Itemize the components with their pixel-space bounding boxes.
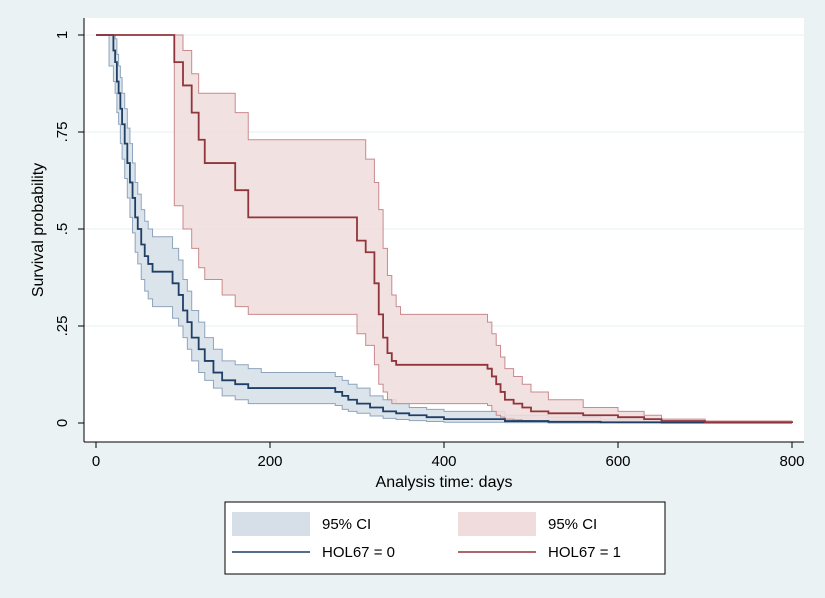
y-axis-title: Survival probability	[30, 163, 47, 297]
x-tick-label-3: 600	[605, 453, 630, 470]
survival-line-series-0	[96, 34, 793, 424]
ci-lower-edge-series-0	[96, 34, 792, 424]
y-tick-label-0: 0	[54, 419, 71, 427]
legend: 95% CI 95% CI HOL67 = 0 HOL67 = 1	[224, 501, 666, 575]
x-axis-title: Analysis time: days	[376, 474, 513, 491]
legend-items: 95% CI 95% CI HOL67 = 0 HOL67 = 1	[232, 512, 621, 561]
ci-upper-edge-series-0	[96, 34, 793, 423]
survival-lines	[96, 34, 793, 424]
legend-swatch-ci-series-1	[458, 512, 536, 536]
legend-label-3: HOL67 = 1	[548, 544, 621, 561]
y-tick-label-2: .5	[54, 223, 71, 236]
x-tick-label-1: 200	[257, 453, 282, 470]
y-axis-ticks: 0 .25 .5 .75 1	[54, 31, 84, 427]
legend-label-1: 95% CI	[548, 516, 597, 533]
legend-label-2: HOL67 = 0	[322, 544, 395, 561]
legend-swatch-ci-series-0	[232, 512, 310, 536]
y-tick-label-3: .75	[54, 122, 71, 143]
y-tick-label-4: 1	[54, 31, 71, 39]
legend-label-0: 95% CI	[322, 516, 371, 533]
x-tick-label-2: 400	[431, 453, 456, 470]
y-tick-label-1: .25	[54, 316, 71, 337]
x-axis-ticks: 0 200 400 600 800	[92, 442, 805, 470]
x-tick-label-0: 0	[92, 453, 100, 470]
ci-upper-edge-series-1	[96, 34, 793, 423]
ci-band-series-1	[96, 35, 792, 423]
x-tick-label-4: 800	[779, 453, 804, 470]
survival-line-series-1	[96, 34, 793, 424]
